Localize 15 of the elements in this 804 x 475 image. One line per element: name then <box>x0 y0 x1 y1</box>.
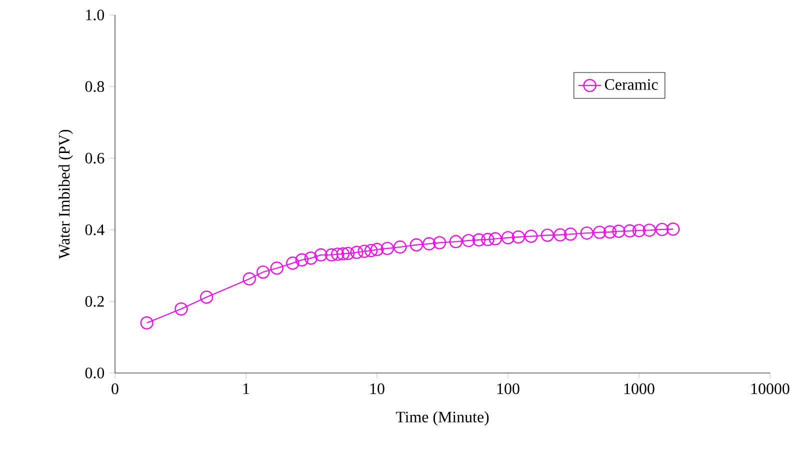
y-tick-label: 1.0 <box>86 10 104 20</box>
y-tick-label: 0.8 <box>85 81 104 92</box>
y-tick-label: 0.0 <box>85 368 104 378</box>
y-tick-label: 0.6 <box>85 152 104 164</box>
x-tick-label: 0 <box>112 383 118 394</box>
x-tick-label: 10000 <box>751 383 790 394</box>
x-axis-title: Time (Minute) <box>396 411 489 426</box>
x-tick-label: 1 <box>243 383 250 394</box>
legend-label: Ceramic <box>604 79 658 90</box>
y-axis-title: Water Imbibed (PV) <box>58 130 73 259</box>
x-tick-label: 100 <box>497 383 520 394</box>
x-tick-label: 1000 <box>624 383 654 394</box>
x-tick-label: 10 <box>370 383 384 394</box>
y-tick-label: 0.4 <box>85 224 104 236</box>
y-tick-label: 0.2 <box>85 296 104 307</box>
